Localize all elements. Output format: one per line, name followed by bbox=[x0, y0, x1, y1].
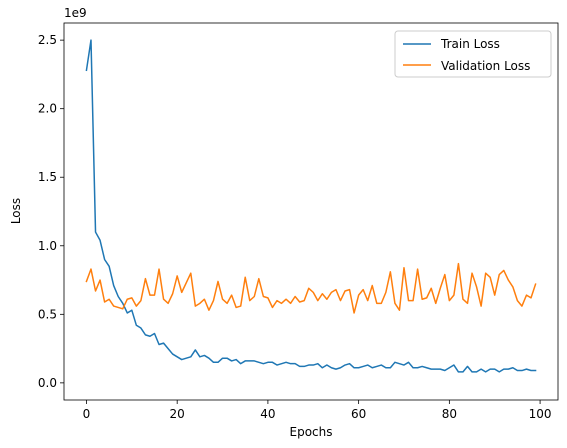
x-tick-label: 0 bbox=[83, 407, 91, 421]
y-axis: 0.0 0.5 1.0 1.5 2.0 2.5 bbox=[38, 33, 64, 390]
legend: Train Loss Validation Loss bbox=[394, 30, 552, 78]
y-tick-label: 2.5 bbox=[38, 33, 57, 47]
series-line-train-loss bbox=[85, 39, 537, 373]
x-axis-title: Epochs bbox=[290, 425, 333, 439]
series-layer bbox=[85, 39, 537, 373]
y-tick-label: 0.5 bbox=[38, 307, 57, 321]
y-tick-label: 2.0 bbox=[38, 102, 57, 116]
series-line-validation-loss bbox=[85, 262, 537, 314]
x-tick-label: 80 bbox=[442, 407, 457, 421]
legend-box bbox=[394, 30, 552, 78]
y-tick-label: 0.0 bbox=[38, 376, 57, 390]
x-tick-label: 40 bbox=[260, 407, 275, 421]
x-axis: 0 20 40 60 80 100 bbox=[83, 400, 552, 421]
legend-label-train: Train Loss bbox=[440, 37, 500, 51]
y-tick-label: 1.5 bbox=[38, 170, 57, 184]
plot-area bbox=[64, 23, 558, 400]
x-tick-label: 60 bbox=[351, 407, 366, 421]
x-tick-label: 100 bbox=[529, 407, 552, 421]
legend-label-validation: Validation Loss bbox=[441, 59, 530, 73]
y-axis-title: Loss bbox=[9, 198, 23, 224]
y-tick-label: 1.0 bbox=[38, 239, 57, 253]
plot-frame bbox=[63, 22, 559, 401]
x-tick-label: 20 bbox=[170, 407, 185, 421]
y-offset-label: 1e9 bbox=[64, 6, 87, 20]
